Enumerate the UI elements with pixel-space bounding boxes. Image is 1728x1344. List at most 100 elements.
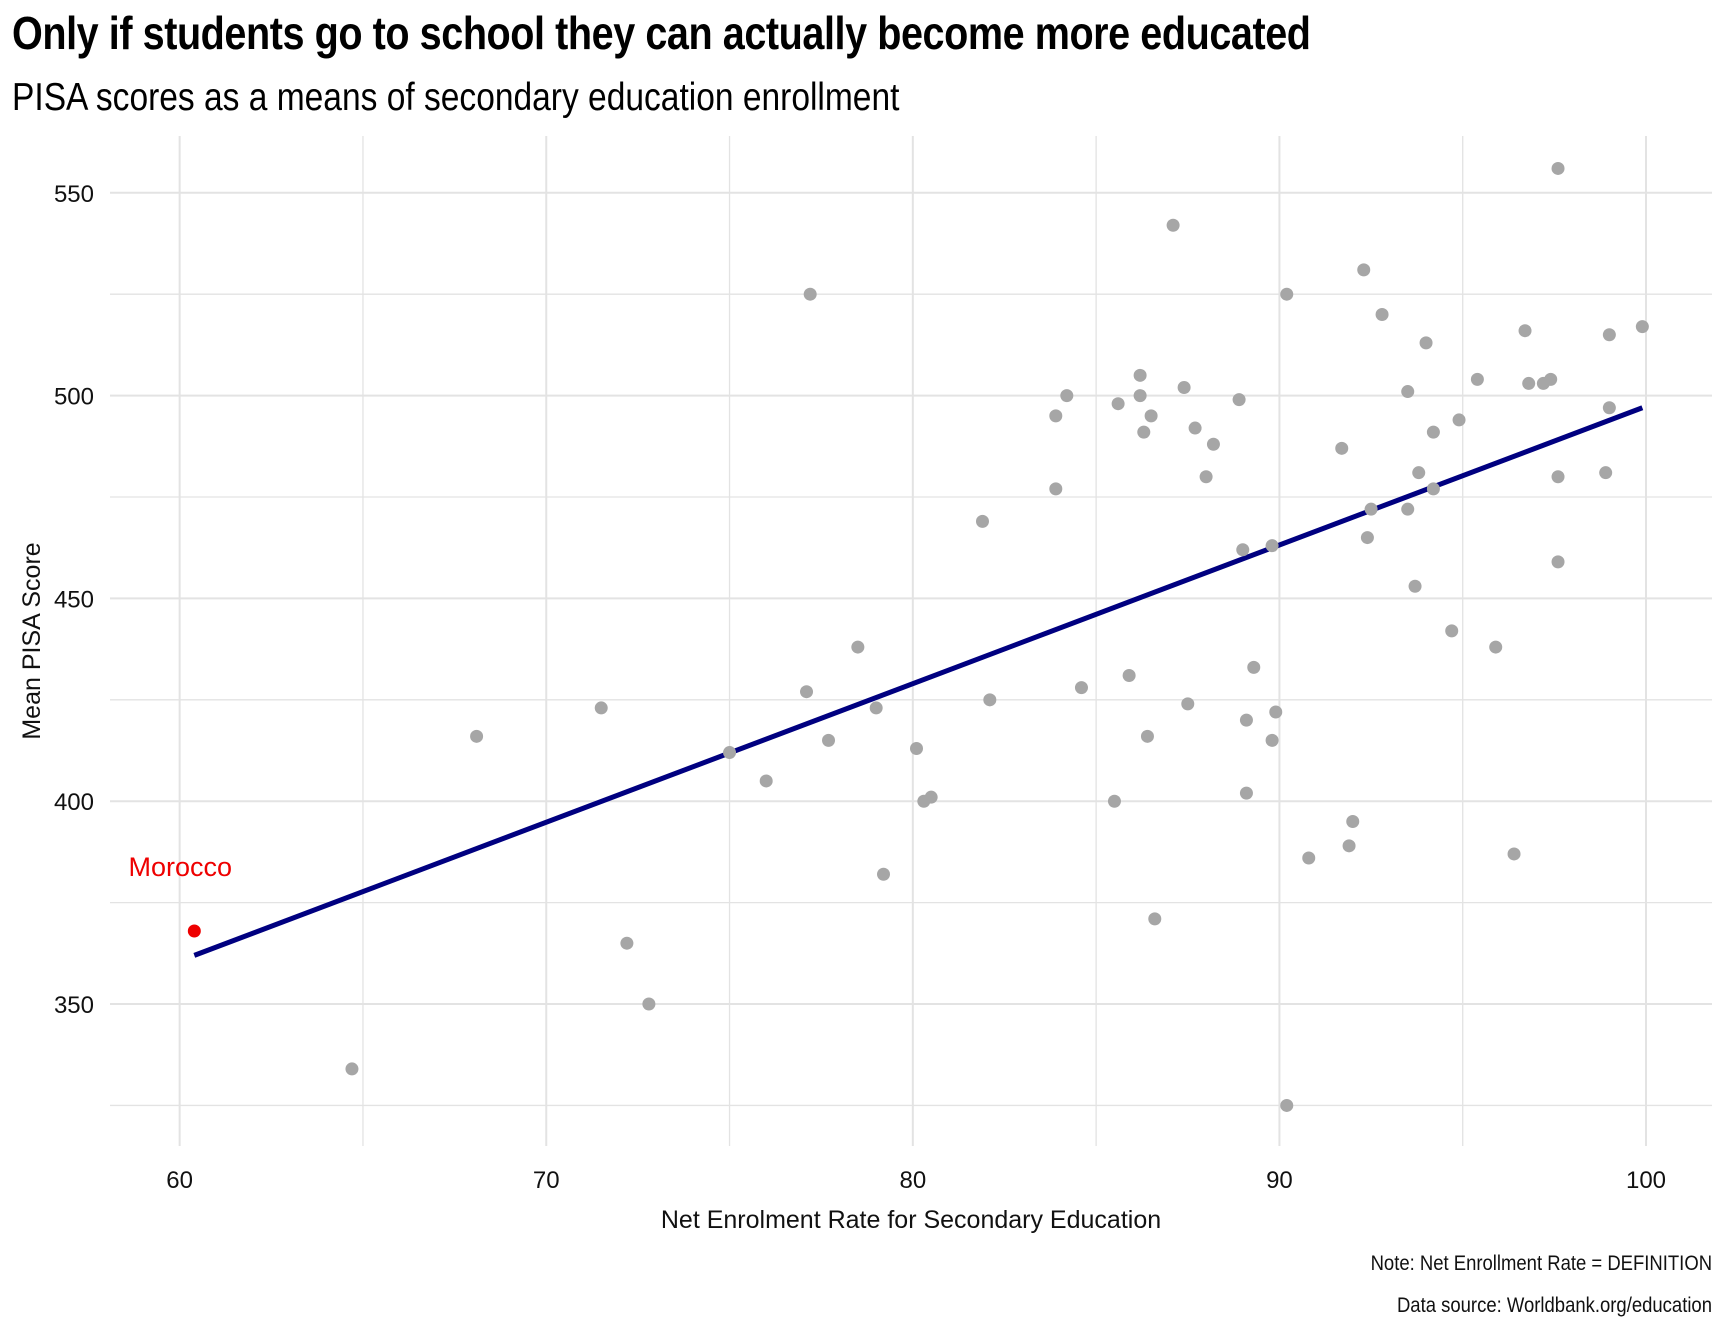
data-point xyxy=(1236,543,1250,557)
data-point xyxy=(1122,668,1136,682)
data-point xyxy=(1551,470,1565,484)
data-point xyxy=(345,1062,359,1076)
data-point xyxy=(1551,161,1565,175)
y-tick-label: 350 xyxy=(54,992,94,1019)
data-point xyxy=(1140,729,1154,743)
data-point xyxy=(1206,437,1220,451)
data-point xyxy=(1280,1098,1294,1112)
y-tick-label: 550 xyxy=(54,181,94,208)
data-point xyxy=(1602,401,1616,415)
data-point xyxy=(877,867,891,881)
data-point xyxy=(1635,320,1649,334)
highlight-layer: Morocco xyxy=(129,852,233,938)
chart-title: Only if students go to school they can a… xyxy=(12,7,1311,59)
data-point xyxy=(851,640,865,654)
data-point xyxy=(1188,421,1202,435)
y-tick-label: 500 xyxy=(54,384,94,411)
x-tick-label: 80 xyxy=(899,1167,926,1194)
data-point xyxy=(800,685,814,699)
data-point xyxy=(759,774,773,788)
data-point xyxy=(1060,389,1074,403)
trend-line-layer xyxy=(193,405,1644,958)
data-point xyxy=(1232,393,1246,407)
data-point xyxy=(642,997,656,1011)
data-point xyxy=(1602,328,1616,342)
x-tick-label: 100 xyxy=(1626,1167,1666,1194)
data-point xyxy=(1544,372,1558,386)
data-point xyxy=(1551,555,1565,569)
y-axis-title: Mean PISA Score xyxy=(18,542,46,739)
data-point xyxy=(1137,425,1151,439)
data-point xyxy=(1239,713,1253,727)
x-axis-ticks: 60 70 80 90 100 xyxy=(166,1167,1666,1194)
data-point xyxy=(1426,425,1440,439)
data-point xyxy=(1181,697,1195,711)
data-point xyxy=(822,733,836,747)
data-point xyxy=(1489,640,1503,654)
highlight-point xyxy=(187,924,201,938)
data-point xyxy=(1049,482,1063,496)
data-point xyxy=(983,693,997,707)
data-point xyxy=(1133,389,1147,403)
data-point xyxy=(1507,847,1521,861)
data-point xyxy=(1265,733,1279,747)
data-point xyxy=(1342,839,1356,853)
data-point xyxy=(620,936,634,950)
data-point xyxy=(975,514,989,528)
data-point xyxy=(869,701,883,715)
data-point xyxy=(1522,376,1536,390)
grid-lines xyxy=(110,136,1712,1146)
data-point xyxy=(1518,324,1532,338)
data-point xyxy=(1419,336,1433,350)
data-point xyxy=(1360,531,1374,545)
data-point xyxy=(1265,539,1279,553)
data-point xyxy=(1599,466,1613,480)
trend-line xyxy=(193,405,1644,958)
chart-subtitle: PISA scores as a means of secondary educ… xyxy=(12,76,900,119)
data-point xyxy=(1470,372,1484,386)
y-tick-label: 400 xyxy=(54,789,94,816)
data-point xyxy=(1375,307,1389,321)
data-point xyxy=(1401,502,1415,516)
caption-note: Note: Net Enrollment Rate = DEFINITION xyxy=(1370,1252,1712,1275)
data-point xyxy=(1364,502,1378,516)
x-tick-label: 90 xyxy=(1266,1167,1293,1194)
data-point xyxy=(1177,380,1191,394)
data-point xyxy=(1199,470,1213,484)
data-point xyxy=(470,729,484,743)
data-point xyxy=(1426,482,1440,496)
x-tick-label: 60 xyxy=(166,1167,193,1194)
data-point xyxy=(1269,705,1283,719)
highlight-label: Morocco xyxy=(129,852,233,882)
x-axis-title: Net Enrolment Rate for Secondary Educati… xyxy=(661,1206,1161,1234)
data-point xyxy=(1408,579,1422,593)
data-point xyxy=(1148,912,1162,926)
data-point xyxy=(924,790,938,804)
data-point xyxy=(1452,413,1466,427)
data-point xyxy=(803,287,817,301)
data-points xyxy=(345,161,1649,1112)
data-point xyxy=(1049,409,1063,423)
y-tick-label: 450 xyxy=(54,586,94,613)
data-point xyxy=(1166,218,1180,232)
data-point xyxy=(1357,263,1371,277)
caption-source: Data source: Worldbank.org/education xyxy=(1396,1294,1712,1317)
y-axis-ticks: 350 400 450 500 550 xyxy=(54,181,94,1019)
x-tick-label: 70 xyxy=(533,1167,560,1194)
data-point xyxy=(594,701,608,715)
data-point xyxy=(1133,368,1147,382)
data-point xyxy=(1111,397,1125,411)
data-point xyxy=(1412,466,1426,480)
data-point xyxy=(1247,660,1261,674)
data-point xyxy=(1401,385,1415,399)
data-point xyxy=(1280,287,1294,301)
data-point xyxy=(1239,786,1253,800)
data-point xyxy=(1346,815,1360,829)
data-point xyxy=(1335,441,1349,455)
data-point xyxy=(1302,851,1316,865)
data-point xyxy=(1074,681,1088,695)
data-point xyxy=(1445,624,1459,638)
data-point xyxy=(1107,794,1121,808)
data-point xyxy=(1144,409,1158,423)
